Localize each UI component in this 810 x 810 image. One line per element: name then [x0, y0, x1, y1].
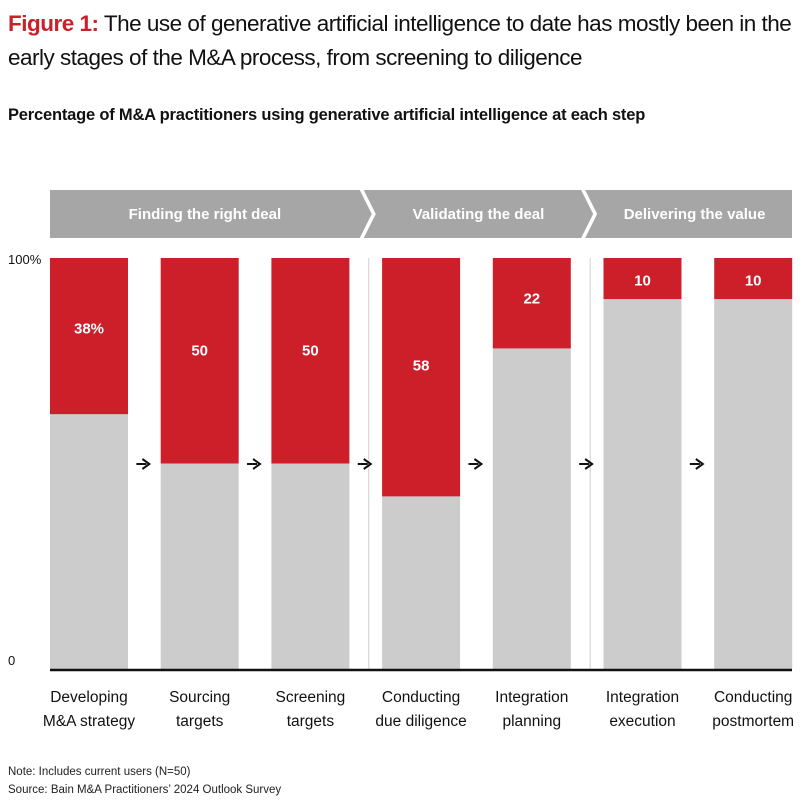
data-label: 50 — [191, 342, 208, 359]
bar-remainder — [714, 299, 793, 669]
category-label: postmortem — [712, 713, 794, 730]
phase-label: Validating the deal — [413, 206, 545, 223]
bar-remainder — [160, 463, 239, 669]
chart-note: Note: Includes current users (N=50) — [8, 766, 191, 778]
bar-genai-users — [603, 258, 682, 300]
bar-genai-users — [382, 258, 461, 497]
bar-genai-users — [160, 258, 239, 464]
category-label: Screening — [276, 689, 346, 706]
category-label: targets — [176, 713, 224, 730]
category-label: Sourcing — [169, 689, 230, 706]
flow-arrow-icon — [357, 458, 373, 470]
bar-remainder — [492, 348, 571, 669]
chart-subtitle: Percentage of M&A practitioners using ge… — [8, 106, 646, 124]
data-label: 38% — [74, 320, 104, 337]
flow-arrow-icon — [136, 458, 152, 470]
category-label: execution — [609, 713, 675, 730]
category-label: due diligence — [375, 713, 466, 730]
bar-remainder — [271, 463, 350, 669]
category-label: Conducting — [714, 689, 792, 706]
phase-label: Delivering the value — [624, 206, 766, 223]
bar-remainder — [603, 299, 682, 669]
category-label: planning — [502, 713, 561, 730]
bar-genai-users — [492, 258, 571, 349]
bar-remainder — [50, 414, 128, 669]
flow-arrow-icon — [468, 458, 484, 470]
figure-title: Figure 1: The use of generative artifici… — [8, 7, 804, 75]
data-label: 10 — [634, 273, 651, 290]
phase-chevron — [50, 190, 372, 238]
bar-genai-users — [50, 258, 128, 415]
bar-chart: Finding the right deal Validating the dea… — [8, 190, 794, 730]
category-label: M&A strategy — [43, 713, 135, 730]
category-label: Developing — [50, 689, 128, 706]
y-tick-label: 100% — [8, 252, 42, 267]
phase-chevron — [585, 190, 792, 238]
bar-remainder — [382, 496, 461, 669]
bar-genai-users — [271, 258, 350, 464]
phase-chevron — [363, 190, 594, 238]
bar-genai-users — [714, 258, 793, 300]
category-label: Conducting — [382, 689, 460, 706]
category-label: Integration — [495, 689, 568, 706]
flow-arrow-icon — [579, 458, 594, 470]
figure-label: Figure 1: — [8, 11, 99, 36]
y-tick-label: 0 — [8, 653, 15, 668]
chart-source: Source: Bain M&A Practitioners’ 2024 Out… — [8, 784, 282, 796]
flow-arrow-icon — [247, 458, 262, 470]
category-label: targets — [287, 713, 335, 730]
flow-arrow-icon — [689, 458, 705, 470]
figure-title-text: The use of generative artificial intelli… — [8, 11, 792, 70]
data-label: 10 — [745, 273, 762, 290]
data-label: 50 — [302, 342, 319, 359]
phase-label: Finding the right deal — [129, 206, 282, 223]
data-label: 22 — [523, 291, 540, 308]
category-label: Integration — [606, 689, 679, 706]
data-label: 58 — [413, 357, 430, 374]
